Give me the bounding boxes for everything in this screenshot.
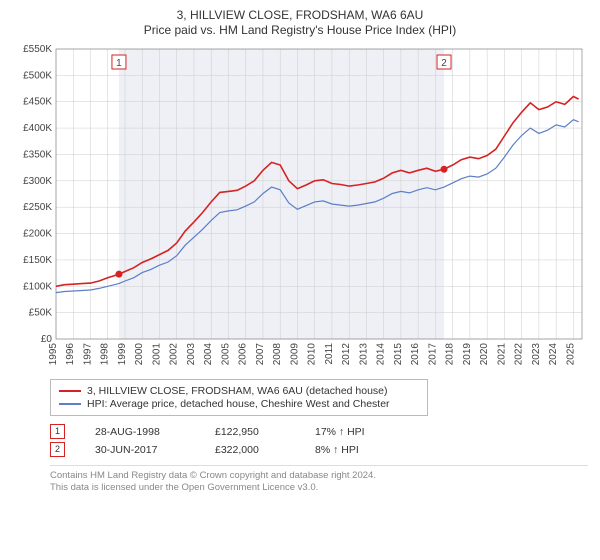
sale-date: 28-AUG-1998 [95,426,185,438]
legend-label: HPI: Average price, detached house, Ches… [87,398,390,410]
svg-text:2016: 2016 [410,343,421,366]
svg-text:£550K: £550K [23,44,52,55]
sale-hpi: 8% ↑ HPI [315,444,395,456]
svg-text:1998: 1998 [100,343,111,366]
svg-text:2019: 2019 [462,343,473,366]
svg-text:2013: 2013 [358,343,369,366]
svg-text:2025: 2025 [565,343,576,366]
svg-text:£400K: £400K [23,123,52,134]
chart-container: 3, HILLVIEW CLOSE, FRODSHAM, WA6 6AU Pri… [0,0,600,503]
svg-text:2014: 2014 [376,343,387,366]
chart-title: 3, HILLVIEW CLOSE, FRODSHAM, WA6 6AU [12,8,588,22]
svg-text:2015: 2015 [393,343,404,366]
svg-text:£350K: £350K [23,149,52,160]
svg-text:2007: 2007 [255,343,266,366]
legend-swatch [59,403,81,405]
footer: Contains HM Land Registry data © Crown c… [50,465,588,495]
chart: £0£50K£100K£150K£200K£250K£300K£350K£400… [12,43,588,373]
svg-text:1995: 1995 [48,343,59,366]
svg-text:1996: 1996 [65,343,76,366]
svg-text:2002: 2002 [169,343,180,366]
legend-item: 3, HILLVIEW CLOSE, FRODSHAM, WA6 6AU (de… [59,385,419,397]
sales-table: 1 28-AUG-1998 £122,950 17% ↑ HPI 2 30-JUN-201… [50,424,588,457]
sale-hpi: 17% ↑ HPI [315,426,395,438]
svg-text:2004: 2004 [203,343,214,366]
footer-line: This data is licensed under the Open Gov… [50,482,588,494]
sale-marker: 2 [50,442,65,457]
svg-text:2000: 2000 [134,343,145,366]
legend: 3, HILLVIEW CLOSE, FRODSHAM, WA6 6AU (de… [50,379,428,416]
svg-text:2011: 2011 [324,343,335,365]
svg-text:2001: 2001 [151,343,162,366]
svg-text:2017: 2017 [427,343,438,366]
svg-text:2010: 2010 [307,343,318,366]
svg-text:2022: 2022 [514,343,525,366]
sale-price: £122,950 [215,426,285,438]
sale-date: 30-JUN-2017 [95,444,185,456]
svg-text:2024: 2024 [548,343,559,366]
svg-text:2006: 2006 [238,343,249,366]
sale-row: 2 30-JUN-2017 £322,000 8% ↑ HPI [50,442,588,457]
svg-text:1999: 1999 [117,343,128,366]
svg-text:2: 2 [441,58,447,69]
svg-text:£250K: £250K [23,202,52,213]
svg-text:£300K: £300K [23,176,52,187]
svg-text:2018: 2018 [445,343,456,366]
svg-text:2020: 2020 [479,343,490,366]
svg-text:2021: 2021 [496,343,507,366]
legend-swatch [59,390,81,392]
svg-text:£50K: £50K [29,308,53,319]
svg-text:2003: 2003 [186,343,197,366]
chart-svg: £0£50K£100K£150K£200K£250K£300K£350K£400… [12,43,588,373]
svg-text:2005: 2005 [220,343,231,366]
svg-text:2012: 2012 [341,343,352,366]
svg-text:1997: 1997 [82,343,93,366]
svg-text:£500K: £500K [23,70,52,81]
footer-line: Contains HM Land Registry data © Crown c… [50,470,588,482]
svg-text:£450K: £450K [23,97,52,108]
legend-item: HPI: Average price, detached house, Ches… [59,398,419,410]
svg-text:1: 1 [116,58,122,69]
svg-text:2023: 2023 [531,343,542,366]
legend-label: 3, HILLVIEW CLOSE, FRODSHAM, WA6 6AU (de… [87,385,388,397]
chart-subtitle: Price paid vs. HM Land Registry's House … [12,23,588,37]
sale-marker: 1 [50,424,65,439]
svg-text:£150K: £150K [23,255,52,266]
sale-row: 1 28-AUG-1998 £122,950 17% ↑ HPI [50,424,588,439]
sale-price: £322,000 [215,444,285,456]
svg-text:2009: 2009 [289,343,300,366]
svg-text:£200K: £200K [23,229,52,240]
svg-text:£100K: £100K [23,281,52,292]
svg-text:2008: 2008 [272,343,283,366]
